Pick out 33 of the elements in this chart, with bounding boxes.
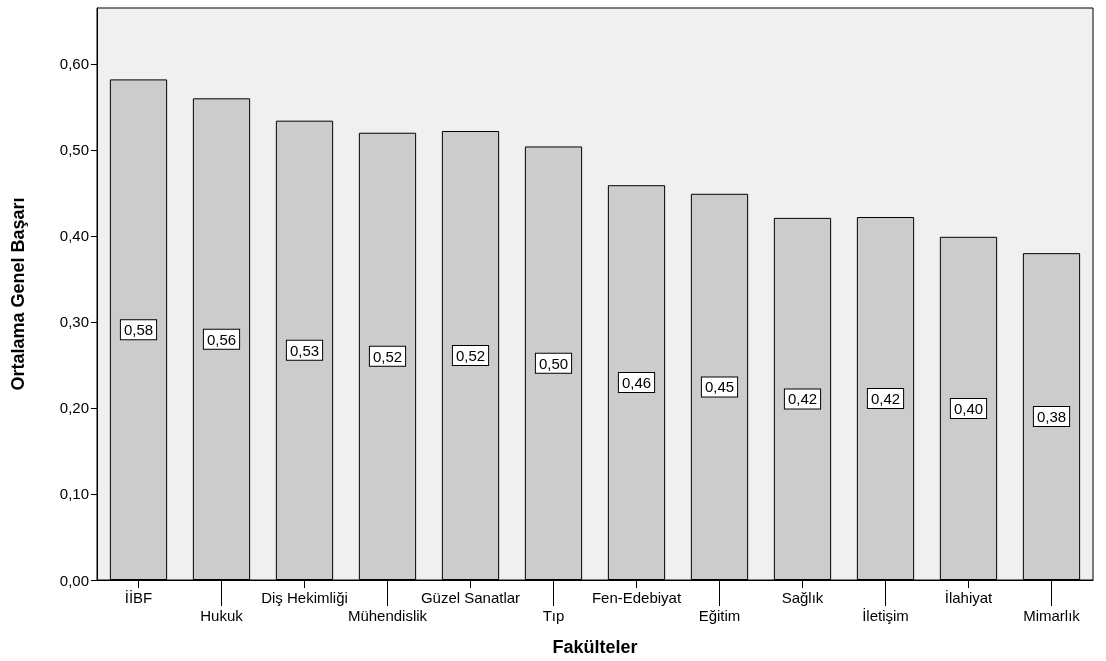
x-tick-label: Mühendislik	[347, 606, 428, 624]
x-tick-label: Fen-Edebiyat	[591, 588, 682, 606]
y-axis-title: Ortalama Genel Başarı	[8, 197, 28, 391]
data-label: 0,53	[289, 341, 320, 359]
y-tick-label: 0,40	[59, 227, 89, 245]
data-label: 0,46	[621, 374, 652, 392]
data-label: 0,52	[372, 347, 403, 365]
y-tick-label: 0,30	[59, 313, 89, 331]
data-label: 0,42	[787, 390, 818, 408]
data-label: 0,58	[123, 321, 154, 339]
x-tick-label: Tıp	[542, 606, 565, 624]
x-tick-label: Güzel Sanatlar	[420, 588, 521, 606]
x-tick-label: İİBF	[124, 588, 153, 606]
x-tick-label: İlahiyat	[944, 588, 994, 606]
x-tick-label: Sağlık	[781, 588, 824, 606]
y-tick-label: 0,50	[59, 141, 89, 159]
x-tick-label: Eğitim	[698, 606, 741, 624]
y-tick-label: 0,00	[59, 571, 89, 589]
data-label: 0,52	[455, 347, 486, 364]
data-label: 0,45	[704, 378, 735, 396]
x-tick-label: Diş Hekimliği	[261, 588, 348, 606]
y-tick-label: 0,20	[59, 399, 89, 417]
x-axis-title: Fakülteler	[552, 637, 638, 657]
x-tick-label: Hukuk	[200, 606, 244, 624]
data-label: 0,40	[953, 399, 984, 417]
data-label: 0,56	[206, 330, 237, 348]
y-tick-label: 0,10	[59, 485, 89, 503]
x-tick-label: İletişim	[862, 606, 909, 624]
y-tick-label: 0,60	[59, 55, 89, 73]
data-label: 0,50	[538, 354, 569, 372]
x-tick-label: Mimarlık	[1023, 606, 1081, 624]
data-label: 0,38	[1036, 408, 1067, 426]
data-label: 0,42	[870, 390, 901, 408]
